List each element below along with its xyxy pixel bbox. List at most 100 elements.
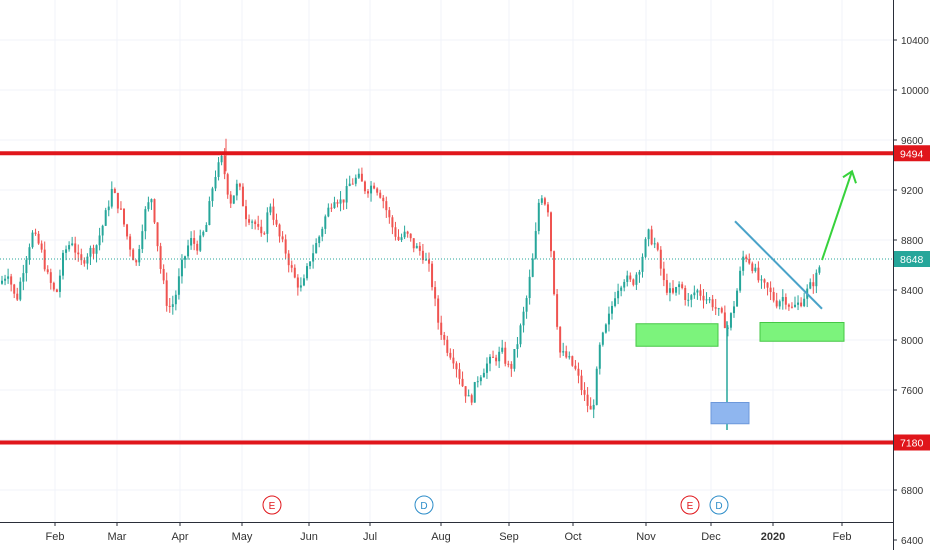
candle-body: [455, 363, 458, 370]
candle-body: [321, 228, 324, 237]
level-price-tag-background: [894, 145, 930, 162]
candle-body: [141, 231, 144, 250]
candle-body: [199, 235, 202, 251]
candle-body: [205, 225, 208, 232]
candle-body: [351, 183, 354, 185]
candle-body: [681, 284, 684, 289]
candle-body: [809, 282, 812, 289]
time-axis[interactable]: Feb Mar Apr May Jun Jul Aug Sep Oct Nov Dec 2020 Feb: [0, 522, 893, 550]
candle-body: [495, 357, 498, 362]
support-box-january[interactable]: [759, 322, 845, 342]
price-tick-label: 6800: [901, 486, 924, 497]
candle-body: [656, 243, 659, 250]
low-box[interactable]: [710, 402, 750, 425]
candle-body: [812, 282, 815, 287]
candle-body: [55, 289, 58, 292]
candle-body: [52, 282, 55, 290]
event-marker-circle[interactable]: [262, 495, 282, 515]
candle-body: [409, 233, 412, 239]
candle-body: [434, 287, 437, 299]
price-tick-label: 9200: [901, 186, 924, 197]
event-marker-d[interactable]: D: [414, 495, 434, 515]
candle-body: [571, 356, 574, 366]
projection-arrow-head[interactable]: [842, 169, 857, 184]
candle-body: [672, 288, 674, 293]
candle-body: [92, 247, 95, 254]
candle-body: [43, 249, 46, 270]
candle-body: [437, 298, 440, 323]
candle-body: [86, 256, 89, 264]
candle-body: [119, 208, 122, 210]
candle-body: [528, 276, 531, 299]
candle-body: [272, 206, 275, 220]
candle-body: [559, 326, 562, 353]
candle-body: [263, 233, 266, 235]
candle-body: [476, 381, 479, 383]
candle-body: [556, 294, 559, 327]
event-marker-circle[interactable]: [680, 495, 700, 515]
candle-body: [696, 290, 699, 293]
price-tick-label: 9600: [901, 136, 924, 147]
event-marker-e[interactable]: E: [262, 495, 282, 515]
event-marker-e[interactable]: E: [680, 495, 700, 515]
candle-body: [214, 176, 217, 189]
candle-body: [302, 278, 305, 286]
candle-body: [440, 322, 443, 335]
projection-arrow-line[interactable]: [821, 170, 853, 261]
candle-body: [513, 349, 516, 369]
candle-body: [165, 280, 168, 306]
candle-body: [80, 254, 83, 261]
candle-body: [461, 378, 464, 387]
candle-body: [266, 212, 269, 234]
candle-body: [89, 247, 92, 257]
candle-body: [339, 199, 342, 204]
candle-body: [629, 275, 632, 280]
time-tick-label: Dec: [701, 531, 721, 543]
candle-body: [388, 210, 391, 218]
candle-body: [226, 174, 229, 195]
price-axis[interactable]: 6400680072007600800084008800920096001000…: [893, 0, 932, 550]
event-marker-label: E: [687, 501, 694, 512]
time-tick-label: Aug: [431, 531, 451, 543]
event-marker-circle[interactable]: [709, 495, 729, 515]
support-box-november[interactable]: [635, 323, 719, 347]
candle-body: [296, 277, 299, 288]
candle-body: [699, 290, 702, 296]
candle-body: [342, 199, 345, 203]
candle-body: [754, 267, 757, 272]
candle-body: [614, 298, 617, 306]
candle-body: [126, 224, 129, 237]
candle-body: [406, 231, 409, 234]
candle-body: [22, 273, 25, 282]
candle-body: [760, 279, 763, 281]
candle-body: [800, 302, 803, 307]
candle-body: [449, 352, 452, 358]
event-marker-circle[interactable]: [414, 495, 434, 515]
time-tick-label: Feb: [833, 531, 852, 543]
candle-body: [446, 339, 449, 353]
horizontal-levels[interactable]: [0, 151, 893, 445]
candle-body: [367, 191, 369, 194]
candle-body: [733, 306, 735, 314]
candle-body: [482, 372, 485, 378]
candle-body: [260, 226, 263, 234]
candle-body: [565, 351, 568, 358]
candle-body: [284, 239, 287, 254]
drawings[interactable]: [635, 169, 857, 425]
candle-body: [751, 263, 754, 272]
candle-body: [68, 245, 71, 250]
price-tick-label: 10000: [901, 86, 929, 97]
candle-body: [403, 231, 406, 238]
candle-body: [787, 304, 790, 307]
trend-line[interactable]: [734, 220, 823, 310]
candle-body: [83, 260, 86, 264]
candle-body: [110, 188, 113, 207]
event-marker-d[interactable]: D: [709, 495, 729, 515]
candle-body: [202, 231, 205, 236]
candle-body: [177, 276, 180, 295]
candle-body: [382, 197, 385, 202]
candle-body: [729, 313, 732, 328]
